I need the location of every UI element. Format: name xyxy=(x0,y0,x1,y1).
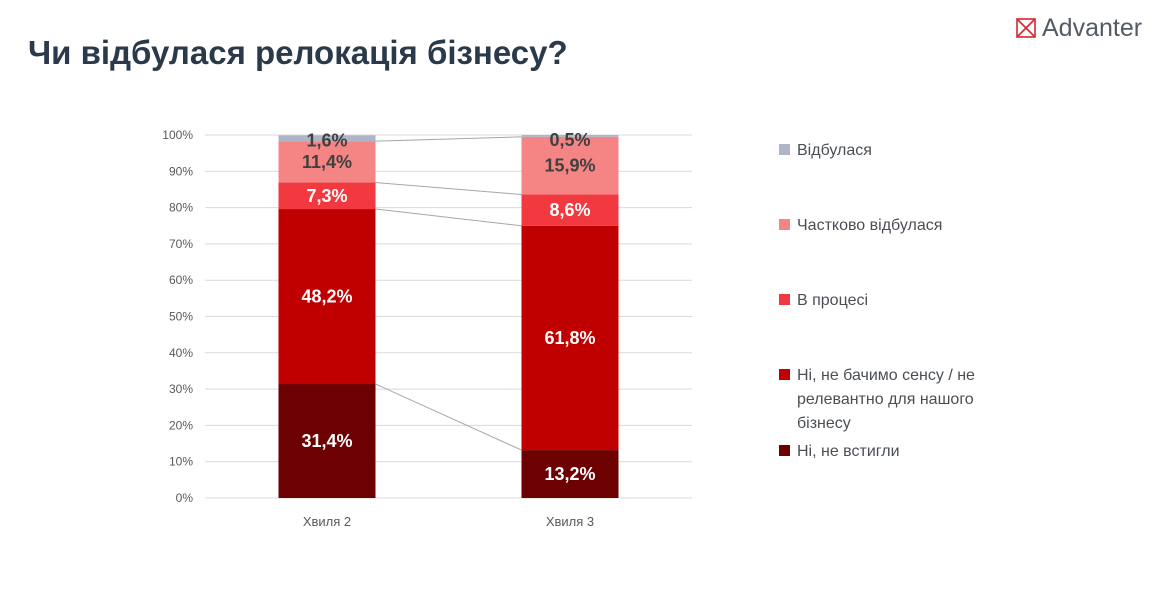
legend-swatch xyxy=(779,294,790,305)
data-label: 13,2% xyxy=(544,464,595,484)
bar-segment xyxy=(278,141,376,183)
bar-segment xyxy=(278,135,376,142)
legend-item: Ні, не бачимо сенсу / не релевантно для … xyxy=(779,364,1029,436)
series-line xyxy=(375,182,522,196)
series-line xyxy=(375,208,522,227)
y-tick-label: 0% xyxy=(176,491,194,505)
data-label: 61,8% xyxy=(544,328,595,348)
legend-item: Частково відбулася xyxy=(779,214,1029,238)
y-tick-label: 30% xyxy=(169,382,193,396)
y-tick-label: 60% xyxy=(169,273,193,287)
y-tick-label: 90% xyxy=(169,164,193,178)
legend-label: Відбулася xyxy=(797,142,872,159)
brand-name: Advanter xyxy=(1042,13,1143,42)
legend-item: Ні, не встигли xyxy=(779,440,1029,464)
bar-segment xyxy=(278,384,376,498)
bar-segment xyxy=(521,450,619,498)
x-tick-label: Хвиля 2 xyxy=(303,514,351,529)
legend-label: В процесі xyxy=(797,292,869,309)
data-label: 31,4% xyxy=(301,431,352,451)
legend-label: Ні, не бачимо сенсу / не релевантно для … xyxy=(797,367,975,432)
data-label: 8,6% xyxy=(549,200,590,220)
legend-label: Частково відбулася xyxy=(797,217,943,234)
series-line xyxy=(375,383,522,451)
legend-item: В процесі xyxy=(779,289,1029,313)
bar-segment xyxy=(521,136,619,195)
legend-swatch xyxy=(779,219,790,230)
legend-label: Ні, не встигли xyxy=(797,443,900,460)
legend-swatch xyxy=(779,369,790,380)
legend-swatch xyxy=(779,144,790,155)
y-tick-label: 40% xyxy=(169,346,193,360)
y-tick-label: 80% xyxy=(169,201,193,215)
data-label: 7,3% xyxy=(306,186,347,206)
y-tick-label: 10% xyxy=(169,455,193,469)
data-label: 1,6% xyxy=(306,130,347,150)
legend-item: Відбулася xyxy=(779,139,1029,163)
brand-logo: Advanter xyxy=(1016,14,1142,42)
envelope-x-icon xyxy=(1016,18,1036,38)
page-title: Чи відбулася релокація бізнесу? xyxy=(28,34,568,71)
y-tick-label: 70% xyxy=(169,237,193,251)
data-label: 0,5% xyxy=(549,130,590,150)
bar-segment xyxy=(521,135,619,137)
series-line xyxy=(375,136,522,142)
legend-swatch xyxy=(779,445,790,456)
bar-segment xyxy=(278,209,376,385)
bar-segment xyxy=(521,194,619,226)
data-label: 15,9% xyxy=(544,156,595,176)
y-tick-label: 20% xyxy=(169,418,193,432)
data-label: 11,4% xyxy=(302,152,352,172)
bar-segment xyxy=(278,182,376,210)
y-tick-label: 100% xyxy=(162,128,193,142)
bar-segment xyxy=(521,225,619,451)
x-tick-label: Хвиля 3 xyxy=(546,514,594,529)
y-tick-label: 50% xyxy=(169,310,193,324)
data-label: 48,2% xyxy=(301,287,352,307)
